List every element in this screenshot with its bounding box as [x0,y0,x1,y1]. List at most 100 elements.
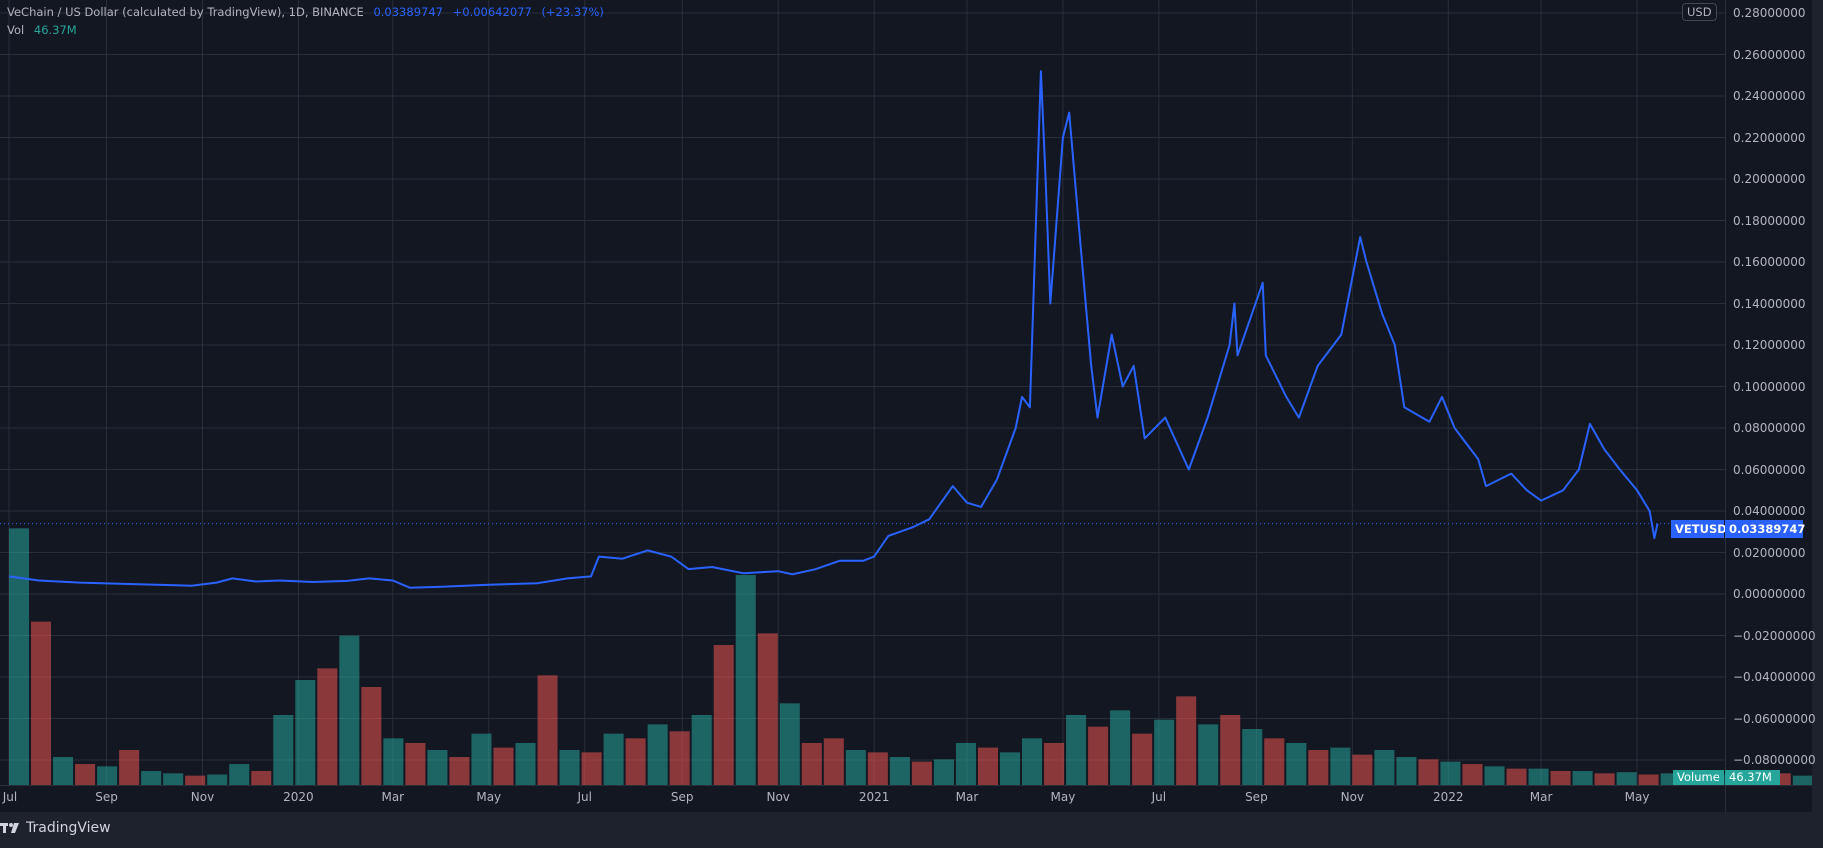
plot-background [0,0,1725,785]
volume-bar [735,575,756,785]
volume-bar [647,724,668,785]
volume-bar [1506,768,1527,785]
price-tick-label: 0.22000000 [1733,130,1806,145]
time-tick-label: May [1624,790,1650,804]
volume-bar [229,764,250,785]
price-tick-label: 0.28000000 [1733,6,1806,20]
tradingview-logo-icon [0,823,19,833]
volume-bar [53,757,74,785]
volume-bar [581,752,602,785]
time-tick-label: Jul [1151,790,1167,804]
volume-bar [471,733,492,785]
symbol-title: VeChain / US Dollar (calculated by Tradi… [7,5,364,19]
price-tick-label: 0.16000000 [1733,255,1806,269]
price-tick-label: 0.06000000 [1733,462,1806,477]
volume-bar [339,635,360,785]
volume-bar [295,680,316,785]
volume-bar [1308,750,1329,785]
volume-bar [867,752,888,785]
symbol-legend: VeChain / US Dollar (calculated by Tradi… [7,5,610,19]
volume-bar [75,764,96,785]
volume-bar [801,743,822,785]
volume-bar [1638,774,1659,785]
volume-bar [207,774,228,785]
volume-bar [1286,743,1307,785]
volume-bar [911,761,932,785]
volume-bar [317,668,338,785]
price-tick-label: 0.08000000 [1733,421,1806,435]
time-tick-label: 2021 [858,790,890,804]
volume-bar [1396,757,1417,785]
volume-bar [1044,743,1065,785]
volume-bar [273,715,294,785]
volume-bar [1484,766,1505,785]
volume-tag: Volume [1673,770,1724,785]
volume-bar [889,757,910,785]
volume-bar [1770,773,1791,785]
vol-label: Vol [7,23,25,37]
time-tick-label: May [1050,790,1076,804]
price-tick-label: −0.04000000 [1733,670,1816,684]
price-tick-label: 0.02000000 [1733,545,1806,560]
price-change: +0.00642077 [452,5,532,19]
time-tick-label: Nov [190,790,215,804]
symbol-price-tag: VETUSD [1671,520,1727,538]
volume-bar [405,743,426,785]
volume-bar [361,687,382,785]
volume-bar [449,757,470,785]
volume-bar [1572,771,1593,785]
last-price: 0.03389747 [373,5,443,19]
tradingview-logo[interactable]: TradingView [0,820,111,836]
volume-bar [163,773,184,785]
volume-bar [933,759,954,785]
volume-bar [823,738,844,785]
time-tick-label: Sep [95,790,118,804]
time-tick-label: Sep [670,790,694,804]
volume-bar [779,703,800,785]
price-tick-label: 0.14000000 [1733,296,1806,311]
price-tick-label: −0.02000000 [1733,628,1816,643]
chart-pane[interactable]: VeChain / US Dollar (calculated by Tradi… [0,0,1816,812]
volume-value-tag: 46.37M [1725,770,1780,785]
volume-bar [1022,738,1043,785]
time-tick-label: Mar [1529,790,1553,804]
volume-bar [999,752,1021,785]
volume-bar [97,766,118,785]
price-chart[interactable] [0,0,1812,812]
vol-value: 46.37M [33,23,77,37]
volume-bar [1176,696,1197,785]
volume-bar [427,750,448,785]
currency-badge[interactable]: USD [1682,3,1717,21]
price-tick-label: 0.10000000 [1733,379,1806,394]
time-tick-label: Sep [1245,790,1268,804]
volume-bar [669,731,690,785]
volume-bar [1132,733,1153,785]
time-tick-label: Nov [766,790,790,804]
volume-bar [845,750,866,785]
time-tick-label: 2022 [1433,790,1464,804]
volume-bar [1528,768,1549,785]
volume-bar [1374,750,1395,785]
volume-bar [625,738,646,785]
volume-bar [1220,715,1241,785]
time-tick-label: May [476,790,502,804]
price-tick-label: 0.20000000 [1733,172,1806,186]
volume-bar [1242,729,1263,785]
volume-bar [1110,710,1131,785]
volume-bar [1550,771,1571,785]
volume-bar [1418,759,1439,785]
volume-bar [1440,761,1461,785]
volume-bar [713,645,734,785]
volume-bar [9,528,30,785]
volume-bar [603,733,624,785]
volume-legend: Vol 46.37M [7,23,83,37]
time-tick-label: Mar [381,790,405,804]
volume-bar [977,747,998,785]
price-tick-label: 0.24000000 [1733,89,1806,103]
volume-bar [1088,726,1109,785]
price-change-pct: (+23.37%) [541,5,604,19]
volume-bar [955,743,976,785]
time-tick-label: Jul [577,790,592,804]
volume-bar [1462,764,1483,785]
volume-bar [1616,772,1637,785]
